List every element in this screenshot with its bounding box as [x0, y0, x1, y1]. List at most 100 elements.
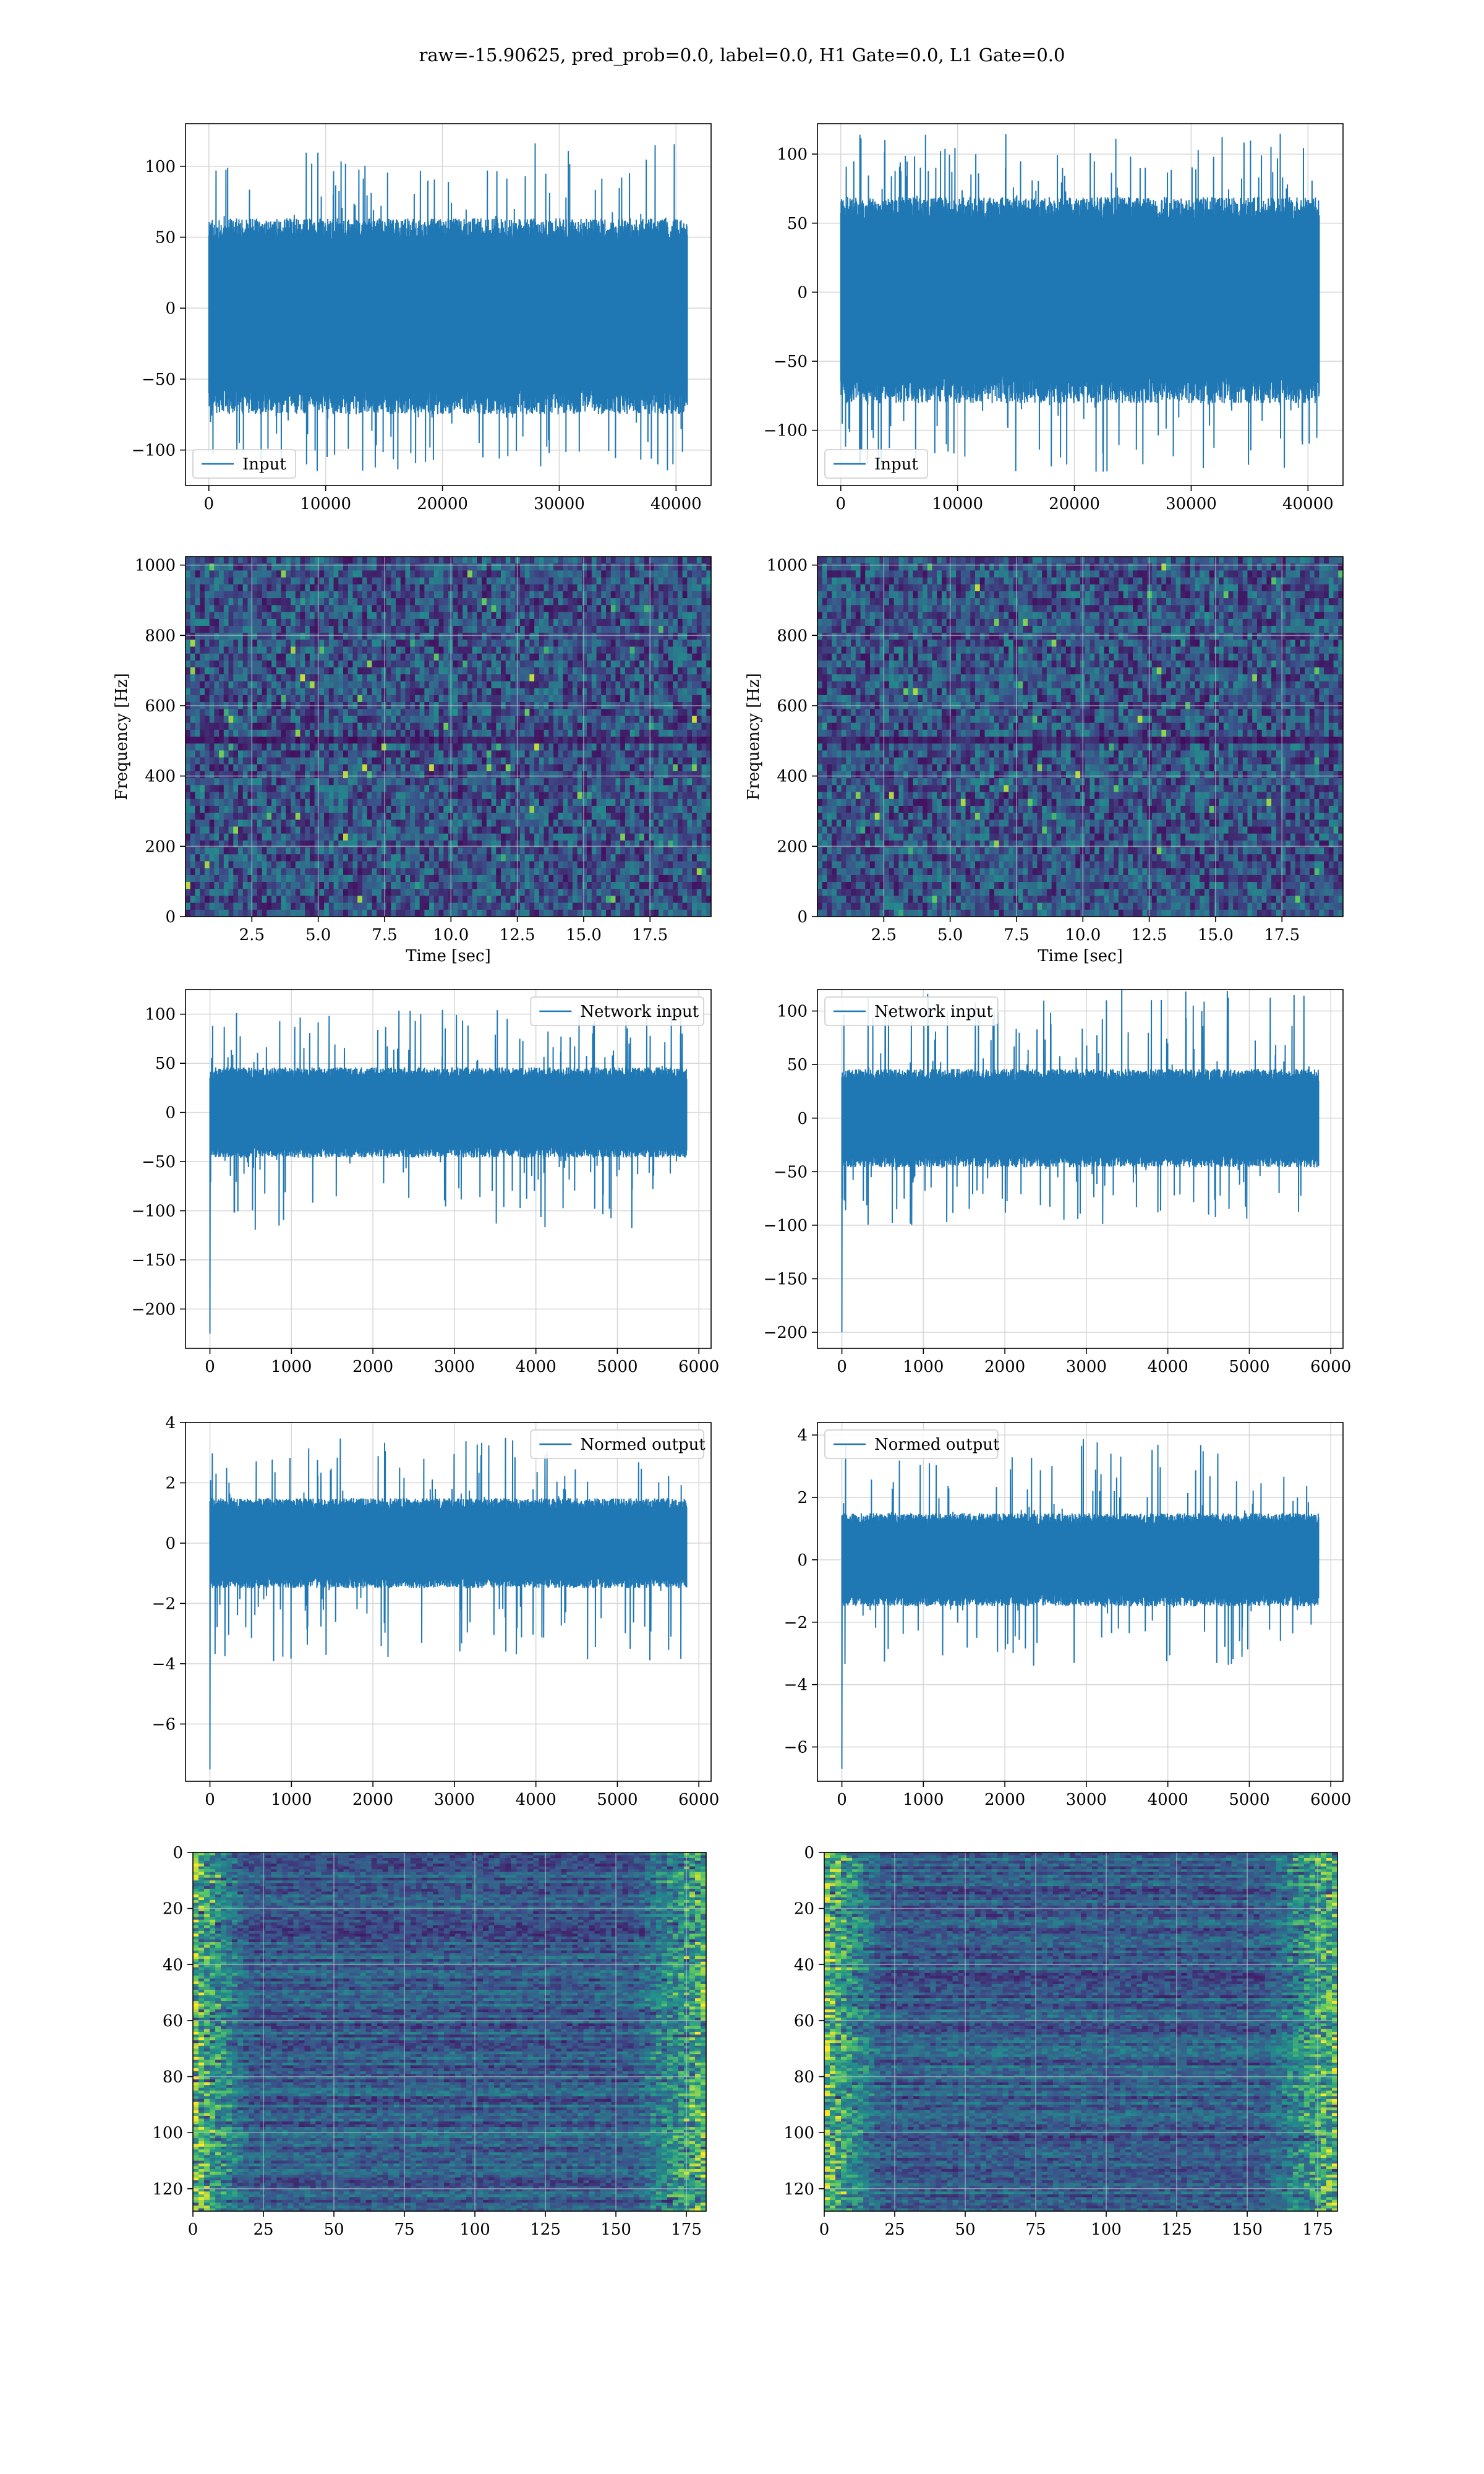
l1-feature-map-xtick-label-4: 100	[1091, 2220, 1122, 2239]
l1-feature-map-xtick-label-6: 150	[1232, 2220, 1263, 2239]
h1-feature-map-xtick-label-0: 0	[188, 2220, 198, 2239]
h1-network-input-xtick-label-0: 0	[205, 1358, 215, 1376]
h1-feature-map-ytick-label-1: 20	[163, 1900, 183, 1919]
l1-network-input-plot-area	[841, 990, 1320, 1333]
l1-spectrogram-xtick-label-6: 17.5	[1264, 926, 1300, 944]
l1-input-series-line	[840, 134, 1320, 472]
l1-feature-map-ytick-label-6: 120	[783, 2180, 814, 2199]
l1-normed-output-ytick-label-1: −4	[784, 1676, 808, 1695]
l1-normed-output-xtick-label-1: 1000	[903, 1791, 944, 1809]
l1-normed-output-legend: Normed output	[824, 1429, 1000, 1459]
l1-spectrogram-xtick-label-2: 7.5	[1004, 926, 1029, 944]
h1-normed-output-xtick-label-1: 1000	[271, 1791, 312, 1809]
h1-network-input-plot-area	[209, 1009, 688, 1334]
h1-feature-map-axes: 0 25 50 75 100 125 150 175 0 20 40 60 80 100 120	[152, 1844, 707, 2239]
h1-normed-output-legend-box	[530, 1429, 704, 1459]
l1-network-input-xtick-label-6: 6000	[1310, 1358, 1351, 1376]
h1-spectrogram-ytick-label-0: 0	[165, 908, 176, 927]
h1-input-legend-label: Input	[242, 455, 286, 474]
h1-spectrogram-xlabel: Time [sec]	[406, 947, 491, 965]
h1-normed-output-xtick-label-2: 2000	[352, 1791, 393, 1809]
l1-network-input-legend-box	[824, 996, 999, 1026]
l1-input-xtick-label-1: 10000	[932, 495, 983, 513]
l1-feature-map-xtick-label-7: 175	[1302, 2220, 1333, 2239]
h1-network-input-ytick-label-6: 100	[145, 1006, 176, 1024]
h1-input-xtick-label-3: 30000	[534, 495, 585, 513]
h1-normed-output-ytick-label-5: 4	[165, 1414, 176, 1432]
h1-input-ytick-label-2: 0	[165, 299, 176, 318]
h1-spectrogram-xtick-label-4: 12.5	[500, 926, 535, 944]
l1-normed-output-legend-label: Normed output	[874, 1436, 1000, 1454]
h1-input-xtick-label-2: 20000	[417, 495, 468, 513]
l1-spectrogram-axes: 2.5 5.0 7.5 10.0 12.5 15.0 17.5 0 200 400 600 800 10…	[744, 556, 1344, 965]
h1-input-legend-box	[192, 449, 296, 479]
h1-normed-output-series-line	[209, 1437, 688, 1770]
l1-normed-output-axes: 0 1000 2000 3000 4000 5000 6000 −6 −4 −2 0 2 4 Normed…	[784, 1422, 1351, 1809]
h1-feature-map-ytick-label-2: 40	[163, 1956, 183, 1974]
h1-input-ytick-label-1: −50	[142, 370, 176, 389]
h1-normed-output-ytick-label-2: −2	[152, 1594, 176, 1613]
h1-spectrogram-frame	[185, 556, 712, 917]
l1-network-input-xtick-label-2: 2000	[984, 1358, 1025, 1376]
l1-feature-map-axes: 0 25 50 75 100 125 150 175 0 20 40 60 80 100 120	[783, 1844, 1338, 2239]
h1-network-input-xtick-label-6: 6000	[678, 1358, 719, 1376]
h1-normed-output-frame	[185, 1422, 712, 1782]
h1-feature-map-ytick-label-3: 60	[163, 2012, 183, 2031]
l1-normed-output-xtick-label-0: 0	[837, 1791, 847, 1809]
l1-spectrogram-ytick-label-0: 0	[797, 908, 808, 927]
l1-normed-output-xtick-label-4: 4000	[1148, 1791, 1188, 1809]
h1-normed-output-legend: Normed output	[530, 1429, 706, 1459]
l1-spectrogram-ytick-label-1: 200	[777, 837, 808, 856]
h1-normed-output-plot-area	[209, 1437, 688, 1770]
h1-network-input-ytick-label-4: 0	[165, 1104, 176, 1123]
h1-normed-output-axes: 0 1000 2000 3000 4000 5000 6000 −6 −4 −2 0 2 4 Normed…	[152, 1414, 720, 1809]
l1-normed-output-xtick-label-6: 6000	[1310, 1791, 1351, 1809]
h1-network-input-xtick-label-4: 4000	[516, 1358, 556, 1376]
h1-network-input-xtick-label-5: 5000	[597, 1358, 638, 1376]
l1-network-input-legend-label: Network input	[874, 1003, 993, 1021]
l1-normed-output-ytick-label-4: 2	[797, 1489, 808, 1507]
l1-network-input-xtick-label-5: 5000	[1229, 1358, 1269, 1376]
h1-input-xtick-label-0: 0	[204, 495, 215, 513]
h1-network-input-series-line	[209, 1009, 688, 1334]
l1-spectrogram-ytick-label-2: 400	[777, 768, 808, 786]
l1-feature-map-ytick-label-1: 20	[794, 1900, 814, 1919]
l1-network-input-frame	[817, 989, 1344, 1349]
l1-network-input-ytick-label-4: 0	[797, 1110, 808, 1128]
h1-network-input-legend: Network input	[530, 996, 704, 1026]
h1-spectrogram-xtick-label-1: 5.0	[305, 926, 331, 944]
h1-normed-output-ytick-label-1: −4	[152, 1655, 176, 1674]
h1-normed-output-xtick-label-4: 4000	[516, 1791, 556, 1809]
h1-feature-map-ytick-label-6: 120	[152, 2180, 183, 2199]
l1-network-input-xtick-label-1: 1000	[903, 1358, 944, 1376]
l1-spectrogram-xtick-label-5: 15.0	[1198, 926, 1234, 944]
h1-network-input-legend-label: Network input	[580, 1003, 699, 1021]
l1-spectrogram-plot-area	[817, 557, 1343, 917]
h1-feature-map-ytick-label-5: 100	[152, 2124, 183, 2142]
h1-network-input-ytick-label-1: −150	[132, 1251, 176, 1270]
l1-normed-output-ytick-label-5: 4	[797, 1426, 808, 1445]
h1-input-frame	[185, 123, 712, 486]
l1-spectrogram-xtick-label-3: 10.0	[1065, 926, 1101, 944]
l1-network-input-legend: Network input	[824, 996, 999, 1026]
h1-input-legend: Input	[192, 449, 296, 479]
h1-input-axes: 0 10000 20000 30000 40000 −100 −50 0 50 100 Input	[132, 123, 712, 513]
h1-spectrogram-ytick-label-1: 200	[145, 837, 176, 856]
l1-network-input-series-line	[841, 990, 1320, 1333]
h1-feature-map-xtick-label-6: 150	[600, 2220, 631, 2239]
h1-normed-output-ytick-label-0: −6	[152, 1715, 176, 1734]
l1-input-ytick-label-1: −50	[774, 353, 808, 371]
h1-spectrogram-plot-area	[186, 557, 711, 917]
h1-network-input-ytick-label-3: −50	[142, 1153, 176, 1171]
l1-network-input-xtick-label-4: 4000	[1148, 1358, 1188, 1376]
h1-normed-output-legend-label: Normed output	[580, 1436, 706, 1454]
h1-spectrogram-ylabel: Frequency [Hz]	[113, 673, 131, 800]
l1-network-input-ytick-label-5: 50	[787, 1056, 808, 1074]
l1-spectrogram-frame	[817, 556, 1344, 917]
h1-normed-output-xtick-label-6: 6000	[678, 1791, 719, 1809]
h1-feature-map-xtick-label-7: 175	[671, 2220, 702, 2239]
h1-feature-map-xtick-label-4: 100	[459, 2220, 490, 2239]
l1-normed-output-plot-area	[841, 1439, 1320, 1769]
h1-spectrogram-axes: 2.5 5.0 7.5 10.0 12.5 15.0 17.5 0 200 400 600 800 10…	[113, 556, 712, 965]
